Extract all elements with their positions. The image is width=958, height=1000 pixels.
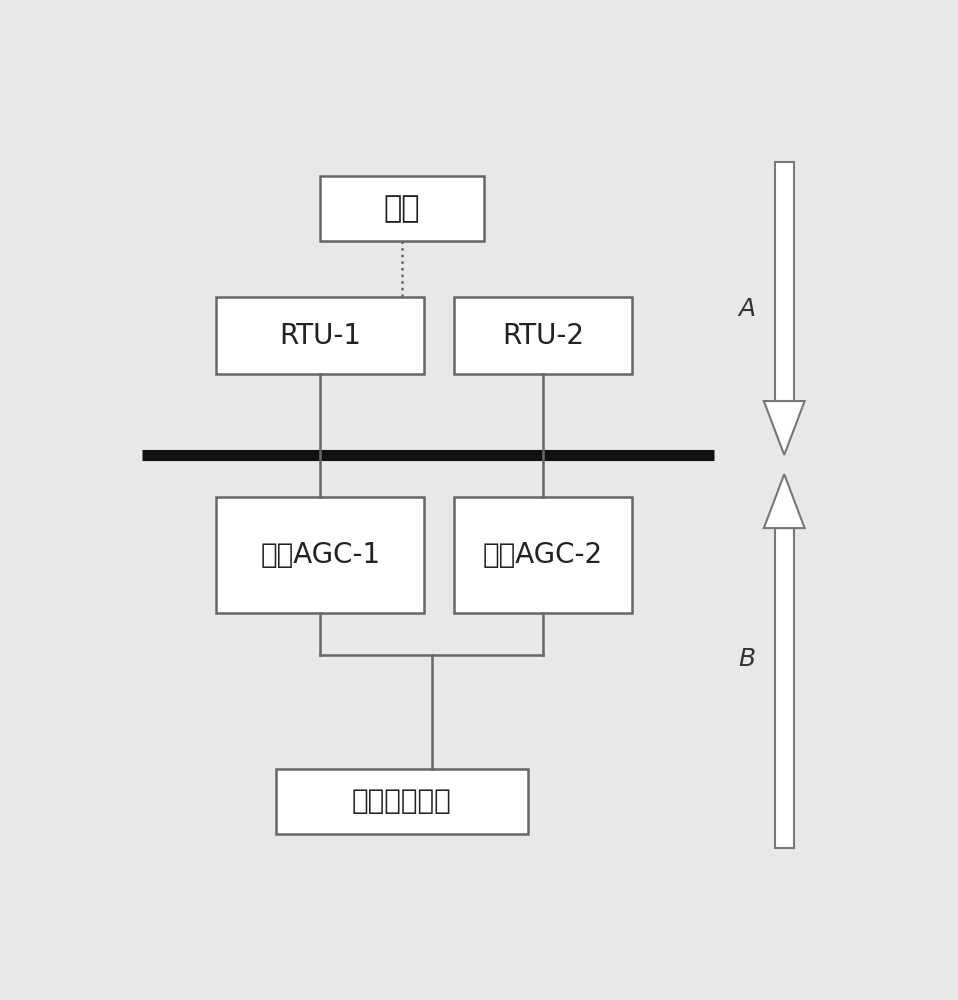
Polygon shape: [764, 474, 805, 528]
Text: A: A: [739, 297, 756, 321]
Bar: [775, 162, 793, 401]
Text: 厂级AGC-2: 厂级AGC-2: [483, 541, 603, 569]
Polygon shape: [764, 401, 805, 455]
Bar: [320, 176, 484, 241]
Bar: [775, 528, 793, 848]
Bar: [217, 497, 424, 613]
Text: RTU-1: RTU-1: [279, 322, 361, 350]
Bar: [276, 769, 528, 834]
Text: B: B: [739, 647, 756, 671]
Text: 信息采集装置: 信息采集装置: [352, 787, 452, 815]
Text: RTU-2: RTU-2: [502, 322, 584, 350]
Text: 调度: 调度: [383, 194, 421, 223]
Bar: [217, 297, 424, 374]
Text: 厂级AGC-1: 厂级AGC-1: [261, 541, 380, 569]
Bar: [454, 497, 632, 613]
Bar: [454, 297, 632, 374]
